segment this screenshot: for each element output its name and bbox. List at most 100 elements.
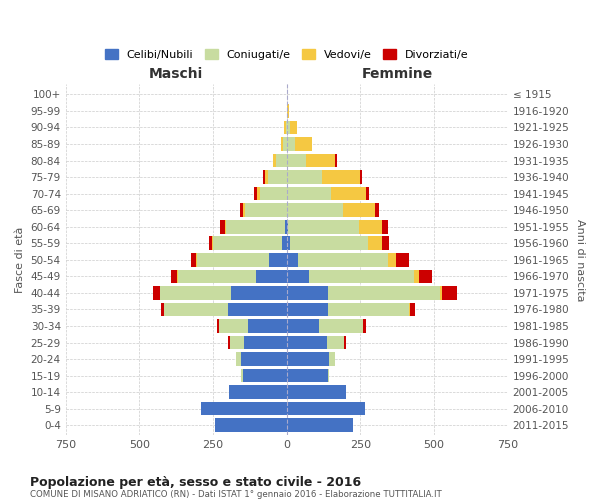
Bar [212,236,213,250]
Bar [287,138,295,151]
Bar [287,336,326,349]
Bar [228,302,287,316]
Bar [239,204,243,217]
Bar [160,286,231,300]
Bar [287,187,331,200]
Y-axis label: Fasce di età: Fasce di età [15,226,25,293]
Bar [178,270,256,283]
Text: Popolazione per età, sesso e stato civile - 2016: Popolazione per età, sesso e stato civil… [30,476,361,489]
Bar [229,336,230,349]
Bar [277,154,287,168]
Bar [268,170,287,184]
Bar [241,369,242,382]
Bar [286,120,287,134]
Bar [319,319,363,333]
Bar [171,270,177,283]
Bar [382,220,388,234]
Bar [263,170,265,184]
Bar [295,138,312,151]
Bar [287,402,365,415]
Bar [331,187,367,200]
Bar [244,336,287,349]
Bar [287,170,322,184]
Bar [265,170,268,184]
Text: Maschi: Maschi [149,67,203,81]
Bar [375,204,379,217]
Bar [248,319,287,333]
Bar [396,253,409,266]
Bar [288,220,359,234]
Bar [245,204,287,217]
Bar [287,369,328,382]
Bar [287,319,319,333]
Bar [230,336,244,349]
Bar [335,154,337,168]
Bar [328,369,329,382]
Bar [287,204,343,217]
Bar [191,253,196,266]
Bar [254,187,257,200]
Bar [226,220,285,234]
Text: COMUNE DI MISANO ADRIATICO (RN) - Dati ISTAT 1° gennaio 2016 - Elaborazione TUTT: COMUNE DI MISANO ADRIATICO (RN) - Dati I… [30,490,442,499]
Bar [219,319,248,333]
Bar [287,236,290,250]
Bar [287,120,290,134]
Bar [287,154,306,168]
Bar [328,286,440,300]
Bar [287,352,329,366]
Bar [329,352,335,366]
Bar [359,220,382,234]
Bar [256,270,287,283]
Bar [283,236,287,250]
Bar [242,369,287,382]
Bar [290,236,368,250]
Bar [413,270,419,283]
Bar [306,154,335,168]
Bar [217,319,219,333]
Bar [287,386,346,399]
Bar [229,386,287,399]
Bar [197,253,269,266]
Bar [201,402,287,415]
Bar [164,302,228,316]
Bar [285,220,287,234]
Bar [409,302,410,316]
Bar [367,187,368,200]
Bar [287,253,298,266]
Bar [284,120,286,134]
Bar [382,236,389,250]
Bar [257,187,260,200]
Bar [388,253,396,266]
Bar [220,220,225,234]
Bar [243,204,245,217]
Text: Femmine: Femmine [362,67,433,81]
Bar [287,302,328,316]
Bar [287,104,289,118]
Bar [326,336,344,349]
Bar [287,270,309,283]
Bar [281,138,283,151]
Bar [196,253,197,266]
Bar [440,286,442,300]
Bar [241,352,287,366]
Bar [410,302,415,316]
Bar [236,352,241,366]
Bar [328,302,409,316]
Bar [225,220,226,234]
Bar [361,170,362,184]
Bar [442,286,457,300]
Bar [273,154,277,168]
Legend: Celibi/Nubili, Coniugati/e, Vedovi/e, Divorziati/e: Celibi/Nubili, Coniugati/e, Vedovi/e, Di… [100,44,473,64]
Bar [209,236,212,250]
Bar [287,220,288,234]
Bar [215,418,287,432]
Bar [152,286,160,300]
Bar [269,253,287,266]
Bar [344,336,346,349]
Bar [283,138,287,151]
Bar [290,120,297,134]
Bar [298,253,388,266]
Bar [161,302,164,316]
Bar [343,204,375,217]
Bar [260,187,287,200]
